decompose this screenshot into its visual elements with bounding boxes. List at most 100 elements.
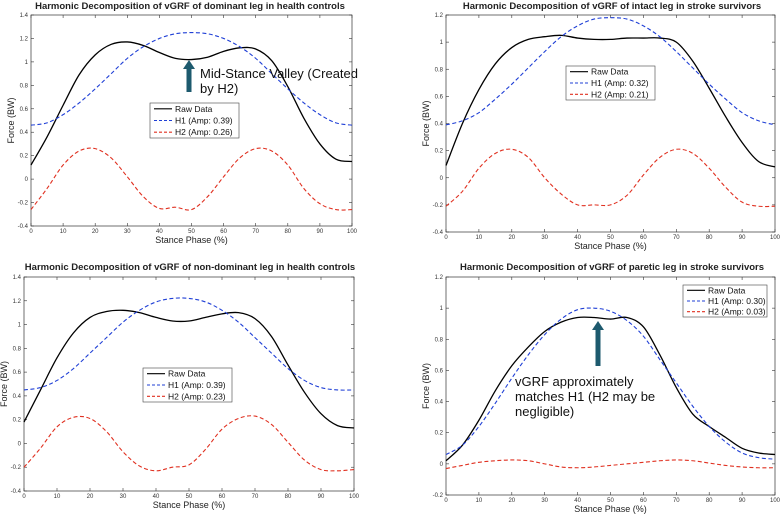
series-line-h1 bbox=[445, 17, 776, 126]
x-tick-label: 0 bbox=[444, 498, 448, 504]
chart-panel-nondominant-healthy: Harmonic Decomposition of vGRF of non-do… bbox=[0, 262, 360, 510]
x-tick-label: 50 bbox=[607, 498, 614, 504]
y-tick-label: 0.4 bbox=[20, 130, 29, 136]
legend-entry: H1 (Amp: 0.30) bbox=[708, 296, 766, 306]
y-tick-label: -0.2 bbox=[11, 465, 22, 471]
chart-title: Harmonic Decomposition of vGRF of intact… bbox=[463, 1, 761, 12]
y-tick-label: 1.4 bbox=[13, 275, 22, 281]
chart-title: Harmonic Decomposition of vGRF of domina… bbox=[35, 1, 345, 12]
x-tick-label: 80 bbox=[706, 235, 713, 241]
y-tick-label: 1.2 bbox=[435, 13, 444, 19]
x-tick-label: 20 bbox=[92, 229, 99, 235]
series-line-h1 bbox=[23, 297, 355, 391]
annotation-text: by H2) bbox=[200, 81, 238, 96]
annotation-text: vGRF approximately bbox=[515, 374, 634, 389]
x-tick-label: 70 bbox=[673, 235, 680, 241]
y-tick-label: 1 bbox=[440, 40, 444, 46]
y-tick-label: -0.4 bbox=[18, 224, 29, 230]
x-tick-label: 30 bbox=[120, 494, 127, 500]
x-tick-label: 10 bbox=[54, 494, 61, 500]
series-line-h2 bbox=[445, 459, 776, 470]
annotation-arrow-head bbox=[592, 321, 604, 330]
x-tick-label: 80 bbox=[285, 494, 292, 500]
y-axis-label: Force (BW) bbox=[6, 97, 16, 143]
legend-entry: H2 (Amp: 0.26) bbox=[175, 127, 233, 137]
series-line-raw-data bbox=[445, 34, 776, 168]
x-tick-label: 60 bbox=[640, 235, 647, 241]
series-line-h1 bbox=[445, 307, 776, 460]
y-axis-label: Force (BW) bbox=[421, 100, 431, 146]
x-tick-label: 80 bbox=[284, 229, 291, 235]
y-tick-label: 1 bbox=[440, 306, 444, 312]
annotation-text: negligible) bbox=[515, 404, 574, 419]
x-tick-label: 40 bbox=[574, 498, 581, 504]
x-tick-label: 80 bbox=[706, 498, 713, 504]
series-line-h2 bbox=[445, 148, 776, 208]
x-tick-label: 50 bbox=[188, 229, 195, 235]
y-tick-label: 0.4 bbox=[435, 400, 444, 406]
y-tick-label: 0 bbox=[440, 462, 444, 468]
x-tick-label: 60 bbox=[220, 229, 227, 235]
legend-entry: H2 (Amp: 0.21) bbox=[591, 89, 649, 99]
x-axis-label: Stance Phase (%) bbox=[574, 504, 647, 514]
x-tick-label: 90 bbox=[318, 494, 325, 500]
x-tick-label: 30 bbox=[541, 235, 548, 241]
legend-entry: H1 (Amp: 0.32) bbox=[591, 78, 649, 88]
y-tick-label: -0.4 bbox=[433, 230, 444, 236]
legend-entry: H1 (Amp: 0.39) bbox=[168, 380, 226, 390]
legend-entry: H2 (Amp: 0.23) bbox=[168, 391, 226, 401]
x-tick-label: 90 bbox=[739, 235, 746, 241]
x-tick-label: 10 bbox=[476, 235, 483, 241]
x-tick-label: 50 bbox=[186, 494, 193, 500]
y-axis-label: Force (BW) bbox=[0, 361, 9, 407]
x-axis-label: Stance Phase (%) bbox=[153, 500, 226, 510]
legend-entry: Raw Data bbox=[591, 67, 629, 77]
y-tick-label: 0.4 bbox=[13, 394, 22, 400]
x-tick-label: 90 bbox=[739, 498, 746, 504]
y-tick-label: 0.2 bbox=[20, 154, 29, 160]
annotation-arrow-head bbox=[183, 60, 195, 69]
legend-entry: H2 (Amp: 0.03) bbox=[708, 307, 766, 317]
x-tick-label: 70 bbox=[252, 229, 259, 235]
x-tick-label: 0 bbox=[444, 235, 448, 241]
x-tick-label: 20 bbox=[508, 498, 515, 504]
x-axis-label: Stance Phase (%) bbox=[155, 235, 228, 245]
y-tick-label: 0 bbox=[440, 176, 444, 182]
legend-entry: H1 (Amp: 0.39) bbox=[175, 116, 233, 126]
x-tick-label: 100 bbox=[347, 229, 358, 235]
legend-entry: Raw Data bbox=[708, 285, 746, 295]
y-axis-label: Force (BW) bbox=[421, 363, 431, 409]
x-tick-label: 40 bbox=[574, 235, 581, 241]
chart-panel-intact-stroke: Harmonic Decomposition of vGRF of intact… bbox=[421, 1, 781, 251]
x-tick-label: 50 bbox=[607, 235, 614, 241]
y-tick-label: 0.6 bbox=[20, 107, 29, 113]
y-tick-label: 1 bbox=[18, 323, 22, 329]
y-tick-label: 0.8 bbox=[20, 83, 29, 89]
chart-panel-dominant-healthy: Harmonic Decomposition of vGRF of domina… bbox=[6, 1, 358, 245]
series-line-raw-data bbox=[23, 309, 355, 429]
x-tick-label: 90 bbox=[317, 229, 324, 235]
y-tick-label: 0.2 bbox=[435, 431, 444, 437]
y-tick-label: 0.8 bbox=[435, 337, 444, 343]
annotation-arrow-shaft bbox=[595, 329, 601, 366]
y-tick-label: 0.2 bbox=[435, 149, 444, 155]
annotation-text: matches H1 (H2 may be bbox=[515, 389, 655, 404]
x-tick-label: 30 bbox=[124, 229, 131, 235]
y-tick-label: 1 bbox=[25, 60, 29, 66]
x-tick-label: 0 bbox=[29, 229, 33, 235]
x-axis-label: Stance Phase (%) bbox=[574, 241, 647, 251]
annotation-arrow-shaft bbox=[186, 68, 192, 92]
y-tick-label: 0.2 bbox=[13, 418, 22, 424]
x-tick-label: 60 bbox=[219, 494, 226, 500]
y-tick-label: -0.2 bbox=[18, 201, 29, 207]
series-line-raw-data bbox=[30, 41, 353, 166]
x-tick-label: 60 bbox=[640, 498, 647, 504]
chart-title: Harmonic Decomposition of vGRF of pareti… bbox=[460, 262, 764, 273]
x-tick-label: 20 bbox=[508, 235, 515, 241]
series-line-raw-data bbox=[445, 316, 776, 462]
y-tick-label: 0.6 bbox=[435, 368, 444, 374]
x-tick-label: 20 bbox=[87, 494, 94, 500]
series-line-h2 bbox=[23, 415, 355, 472]
y-tick-label: 0.8 bbox=[435, 67, 444, 73]
